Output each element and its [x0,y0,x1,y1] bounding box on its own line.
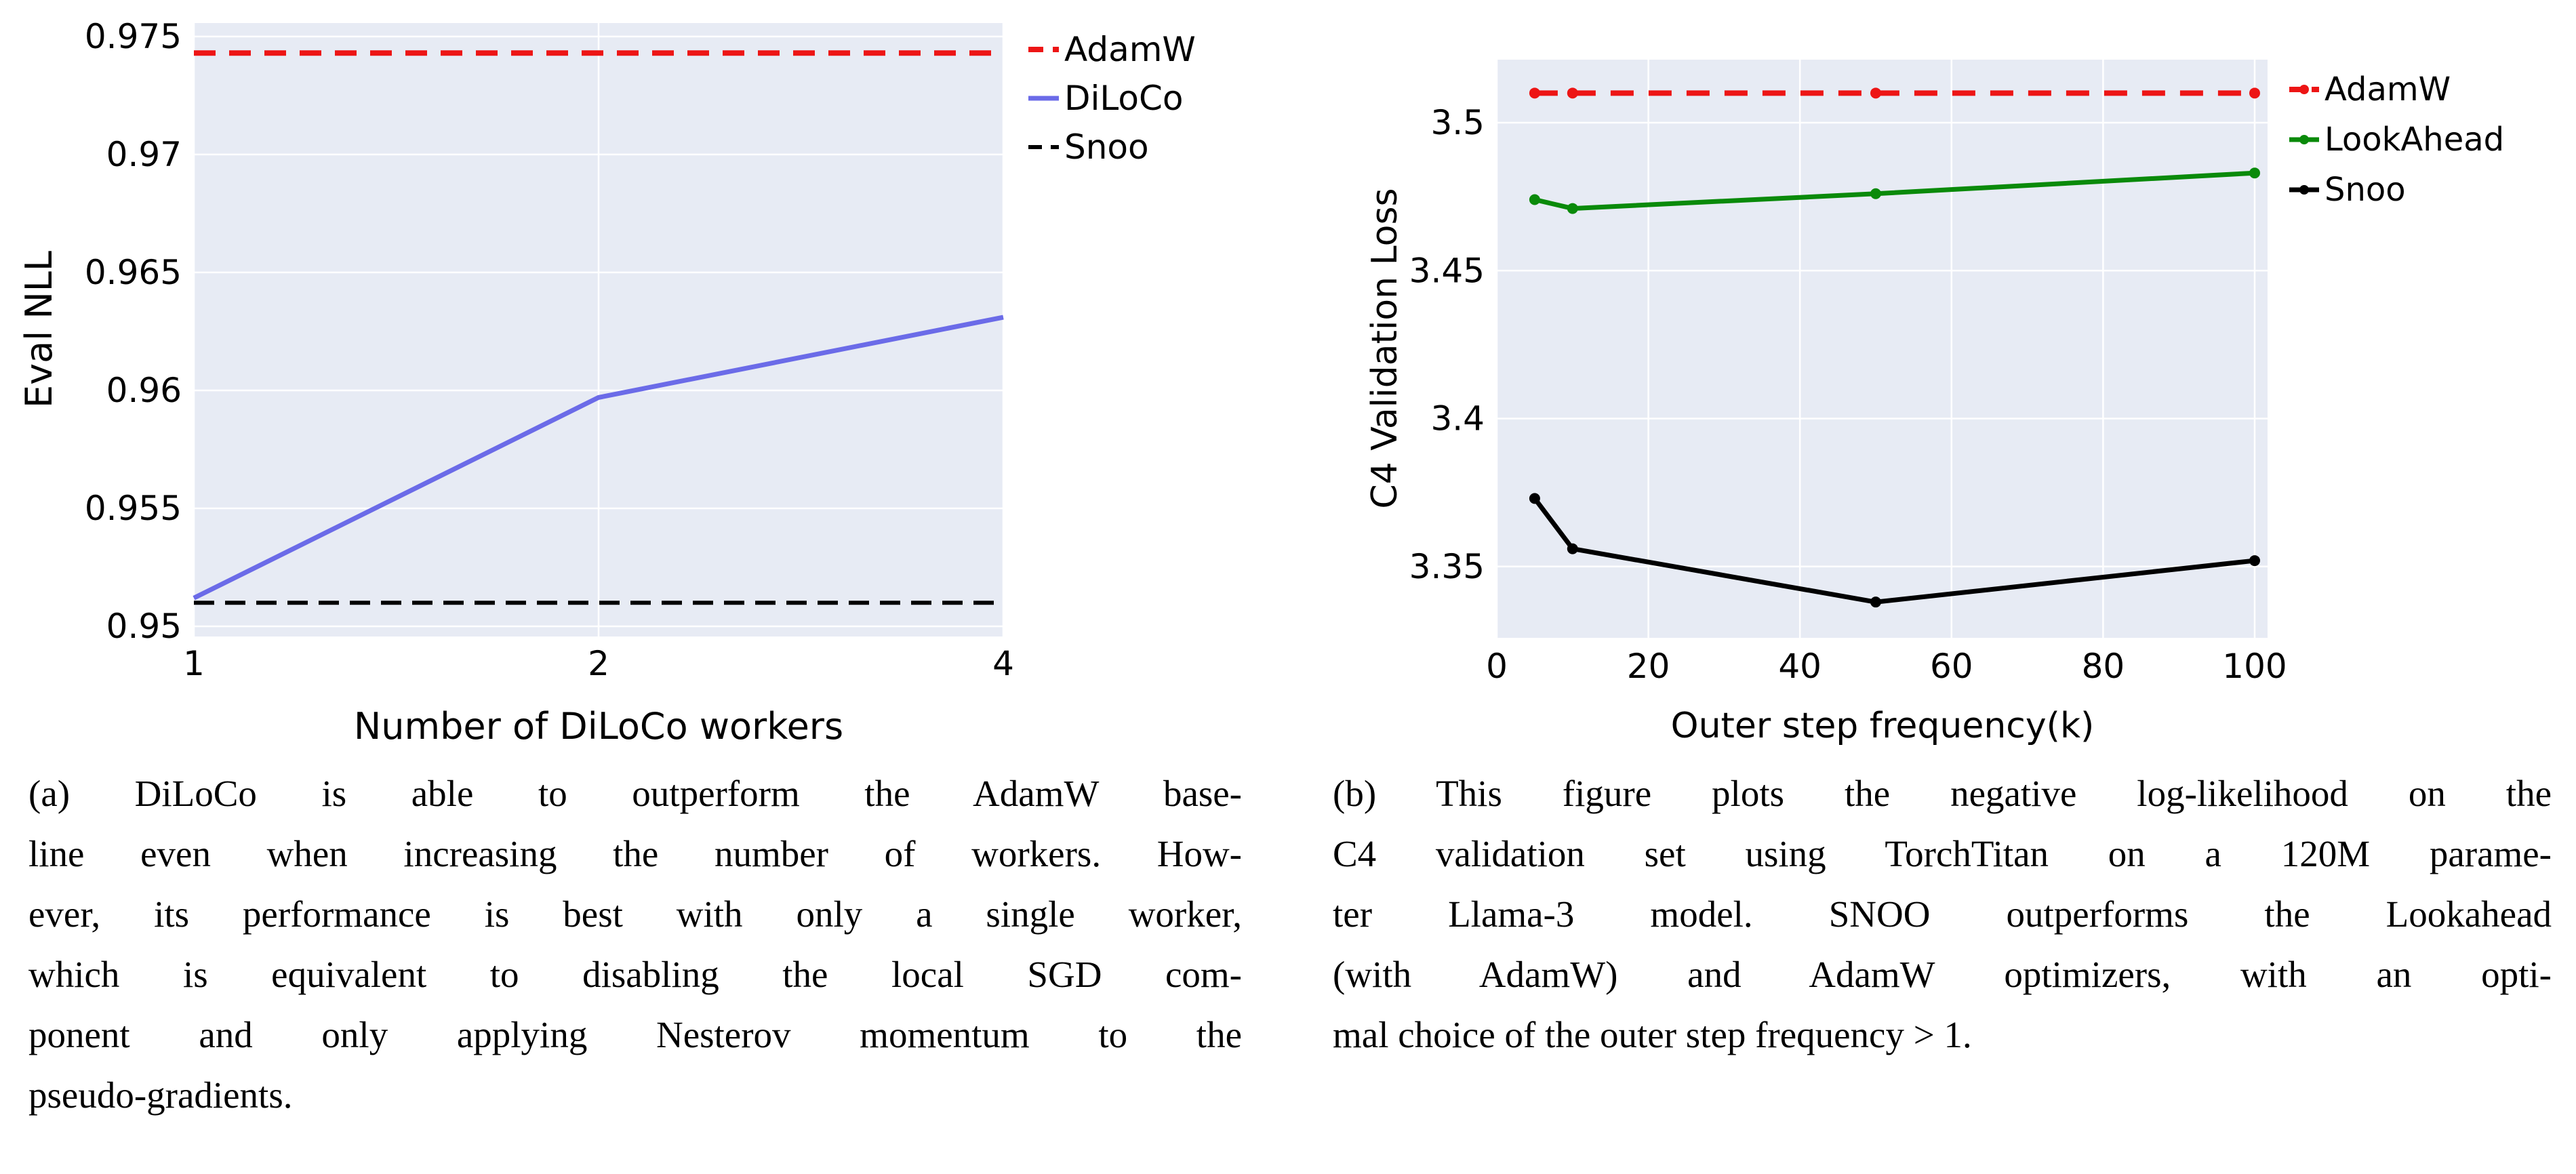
caption-line: ponent and only applying Nesterov moment… [28,1014,1242,1055]
legend-marker [2299,85,2309,94]
legend-label: LookAhead [2325,121,2504,159]
legend-marker [2299,135,2309,144]
legend-label: Snoo [2325,171,2406,209]
caption-line: mal choice of the outer step frequency >… [1333,1014,1972,1055]
data-point-marker [1529,87,1540,99]
caption-line: (a) DiLoCo is able to outperform the Ada… [28,773,1242,814]
legend-label: AdamW [1064,30,1196,69]
caption-line: ter Llama-3 model. SNOO outperforms the … [1333,893,2552,935]
y-tick-label: 0.95 [106,607,182,646]
legend-label: Snoo [1064,127,1149,167]
caption-line: line even when increasing the number of … [28,833,1242,874]
x-tick-label: 80 [2082,647,2125,686]
y-tick-label: 3.35 [1409,547,1485,586]
caption-line: (b) This figure plots the negative log-l… [1333,773,2552,814]
data-point-marker [1870,596,1881,608]
series-diloco [193,315,1004,601]
y-tick-label: 0.97 [106,135,182,174]
caption-line: which is equivalent to disabling the loc… [28,954,1242,995]
x-tick-label: 0 [1486,647,1508,686]
caption-line: pseudo-gradients. [28,1074,293,1116]
chart-c4-validation-loss: 3.35 3.4 3.45 3.5 0 20 40 60 80 100 AdamW LookAhead… [1365,60,2504,746]
y-axis-label-eval-nll: Eval NLL [18,251,60,408]
x-tick-label: 4 [992,644,1014,683]
data-point-marker [1529,493,1540,504]
chart-eval-nll: 0.95 0.955 0.96 0.965 0.97 0.975 1 2 4 AdamW DiLoC… [18,17,1196,748]
series-snoo [1529,493,2260,608]
x-tick-label: 100 [2222,647,2287,686]
chart-a-plot-group: 0.95 0.955 0.96 0.965 0.97 0.975 1 2 4 AdamW DiLoC… [85,17,1196,683]
data-point-marker [2249,167,2260,179]
caption-b: (b) This figure plots the negative log-l… [1333,763,2552,1065]
series-adamw [1529,87,2260,99]
legend-item-lookahead: LookAhead [2289,121,2504,159]
y-axis-label-c4-loss: C4 Validation Loss [1365,188,1405,508]
data-point-marker [1870,87,1881,99]
x-axis-label-diloco-workers: Number of DiLoCo workers [354,705,843,748]
y-tick-label: 0.965 [85,253,182,292]
x-tick-label: 20 [1627,647,1670,686]
legend-item-snoo: Snoo [1028,127,1149,167]
x-tick-label: 1 [183,644,205,683]
legend-item-snoo: Snoo [2289,171,2406,209]
data-point-marker [1567,87,1578,99]
plot-area [1497,60,2268,638]
legend-item-adamw: AdamW [1028,30,1196,69]
caption-line: C4 validation set using TorchTitan on a … [1333,833,2552,874]
chart-b-plot-group: 3.35 3.4 3.45 3.5 0 20 40 60 80 100 AdamW LookAhead… [1409,60,2504,686]
caption-line: ever, its performance is best with only … [28,893,1242,935]
x-axis-label-outer-step: Outer step frequency(k) [1671,706,2095,746]
data-point-marker [1529,194,1540,205]
series-line [193,315,1004,601]
legend-marker [2299,185,2309,195]
legend-label: DiLoCo [1064,79,1183,118]
legend-item-adamw: AdamW [2289,70,2451,108]
legend-item-diloco: DiLoCo [1028,79,1183,118]
data-point-marker [1567,203,1578,214]
series-line [1534,170,2255,211]
caption-a: (a) DiLoCo is able to outperform the Ada… [28,763,1242,1125]
y-tick-label: 3.45 [1409,251,1485,290]
x-tick-label: 40 [1778,647,1822,686]
caption-line: (with AdamW) and AdamW optimizers, with … [1333,954,2552,995]
y-tick-label: 0.96 [106,371,182,410]
data-point-marker [2249,87,2260,99]
x-tick-label: 2 [588,644,609,683]
y-tick-label: 3.5 [1430,103,1485,142]
series-lookahead [1529,167,2260,214]
data-point-marker [1567,543,1578,554]
y-tick-label: 0.975 [85,17,182,56]
y-tick-label: 0.955 [85,489,182,528]
y-tick-label: 3.4 [1430,399,1485,439]
x-tick-label: 60 [1930,647,1973,686]
legend-label: AdamW [2325,70,2451,108]
data-point-marker [2249,555,2260,567]
series-line [1533,497,2255,605]
data-point-marker [1870,188,1881,199]
